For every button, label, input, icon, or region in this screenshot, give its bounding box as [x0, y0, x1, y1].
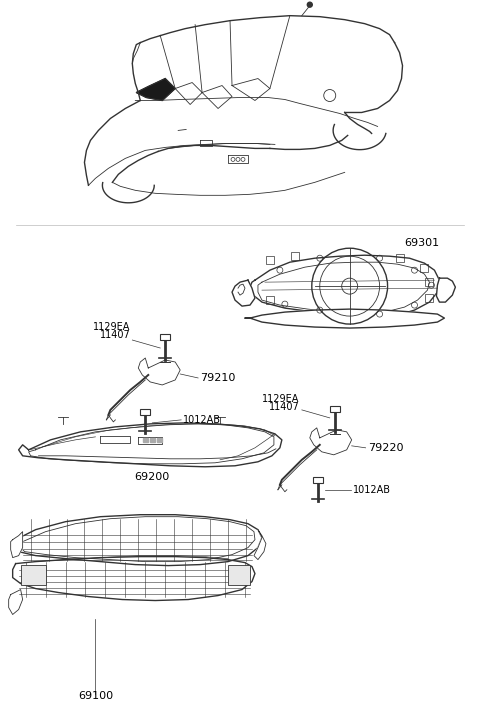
Bar [228, 564, 250, 584]
Polygon shape [136, 78, 175, 101]
Polygon shape [150, 439, 155, 442]
Bar [140, 409, 150, 415]
Polygon shape [250, 255, 439, 318]
Polygon shape [11, 531, 23, 558]
Bar [266, 256, 274, 264]
Text: 1012AB: 1012AB [183, 415, 221, 425]
Text: 69301: 69301 [405, 238, 440, 248]
Text: 11407: 11407 [99, 330, 130, 340]
Bar [313, 477, 323, 482]
Polygon shape [12, 556, 255, 600]
Polygon shape [9, 589, 23, 615]
Text: 79210: 79210 [200, 373, 236, 383]
Bar [425, 294, 433, 302]
Bar [425, 278, 433, 286]
Polygon shape [245, 309, 444, 328]
Polygon shape [157, 439, 162, 442]
Text: 1129EA: 1129EA [93, 322, 130, 332]
Bar [160, 334, 170, 340]
Bar [396, 254, 404, 262]
Polygon shape [254, 530, 266, 559]
Polygon shape [19, 423, 282, 467]
Polygon shape [436, 278, 456, 302]
Polygon shape [138, 358, 180, 385]
Polygon shape [144, 439, 148, 442]
Bar [420, 264, 429, 272]
Bar [21, 564, 46, 584]
Bar [266, 296, 274, 304]
Bar [330, 406, 340, 412]
Bar [291, 252, 299, 260]
Text: 1012AB: 1012AB [353, 485, 391, 495]
Text: 79220: 79220 [368, 443, 403, 453]
Polygon shape [232, 280, 255, 306]
Text: 69200: 69200 [134, 472, 170, 482]
Circle shape [307, 2, 312, 7]
Polygon shape [12, 515, 262, 566]
Text: 69100: 69100 [78, 691, 113, 701]
Text: 1129EA: 1129EA [263, 394, 300, 404]
Text: 11407: 11407 [269, 402, 300, 412]
Polygon shape [310, 428, 352, 454]
